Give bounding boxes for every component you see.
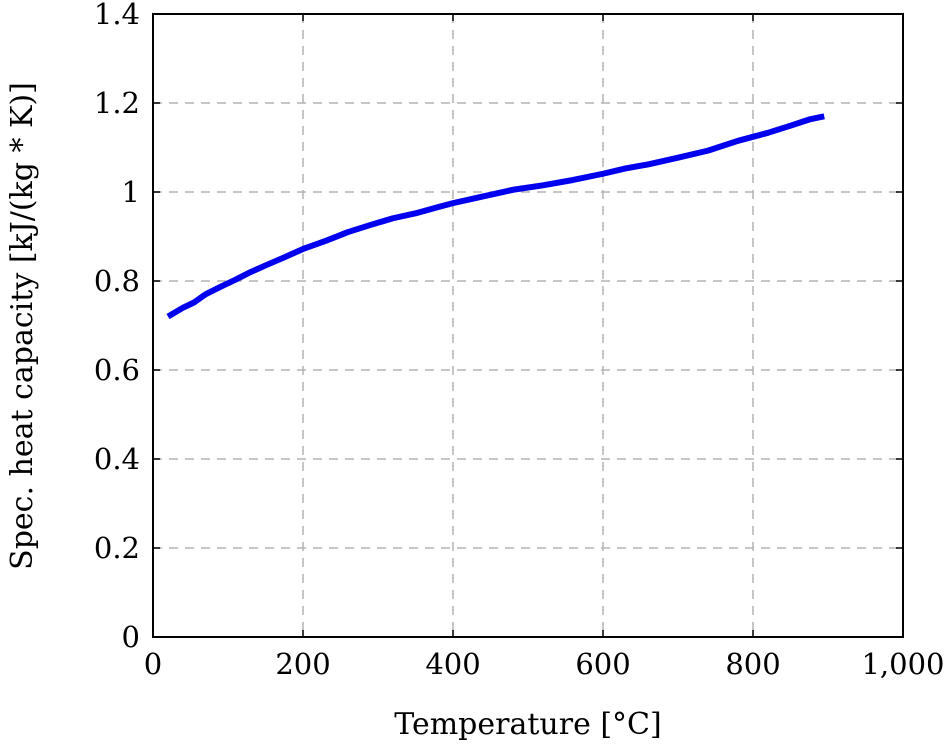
y-axis-label: Spec. heat capacity [kJ/(kg * K)] [5, 82, 40, 570]
x-tick-label: 200 [275, 647, 330, 681]
grid [153, 14, 903, 637]
plot-frame [152, 13, 904, 638]
x-tick-label: 0 [144, 647, 162, 681]
y-tick-label: 1 [122, 175, 140, 209]
x-tick-label: 800 [725, 647, 780, 681]
y-tick-label: 1.2 [94, 86, 140, 120]
y-tick-label: 0 [122, 620, 140, 654]
y-tick-label: 1.4 [94, 0, 140, 31]
series-layer [166, 113, 825, 320]
x-tick-label: 1,000 [861, 647, 944, 681]
x-tick-label: 600 [575, 647, 630, 681]
y-tick-label: 0.2 [94, 531, 140, 565]
ticks [152, 13, 904, 638]
y-tick-label: 0.4 [94, 442, 140, 476]
series-line [166, 113, 825, 320]
y-tick-label: 0.6 [94, 353, 140, 387]
x-tick-label: 400 [425, 647, 480, 681]
x-axis-tick-labels: 0 200 400 600 800 1,000 [144, 647, 945, 681]
y-axis-tick-labels: 0 0.2 0.4 0.6 0.8 1 1.2 1.4 [94, 0, 140, 654]
y-tick-label: 0.8 [94, 264, 140, 298]
x-axis-label: Temperature [°C] [394, 707, 661, 742]
